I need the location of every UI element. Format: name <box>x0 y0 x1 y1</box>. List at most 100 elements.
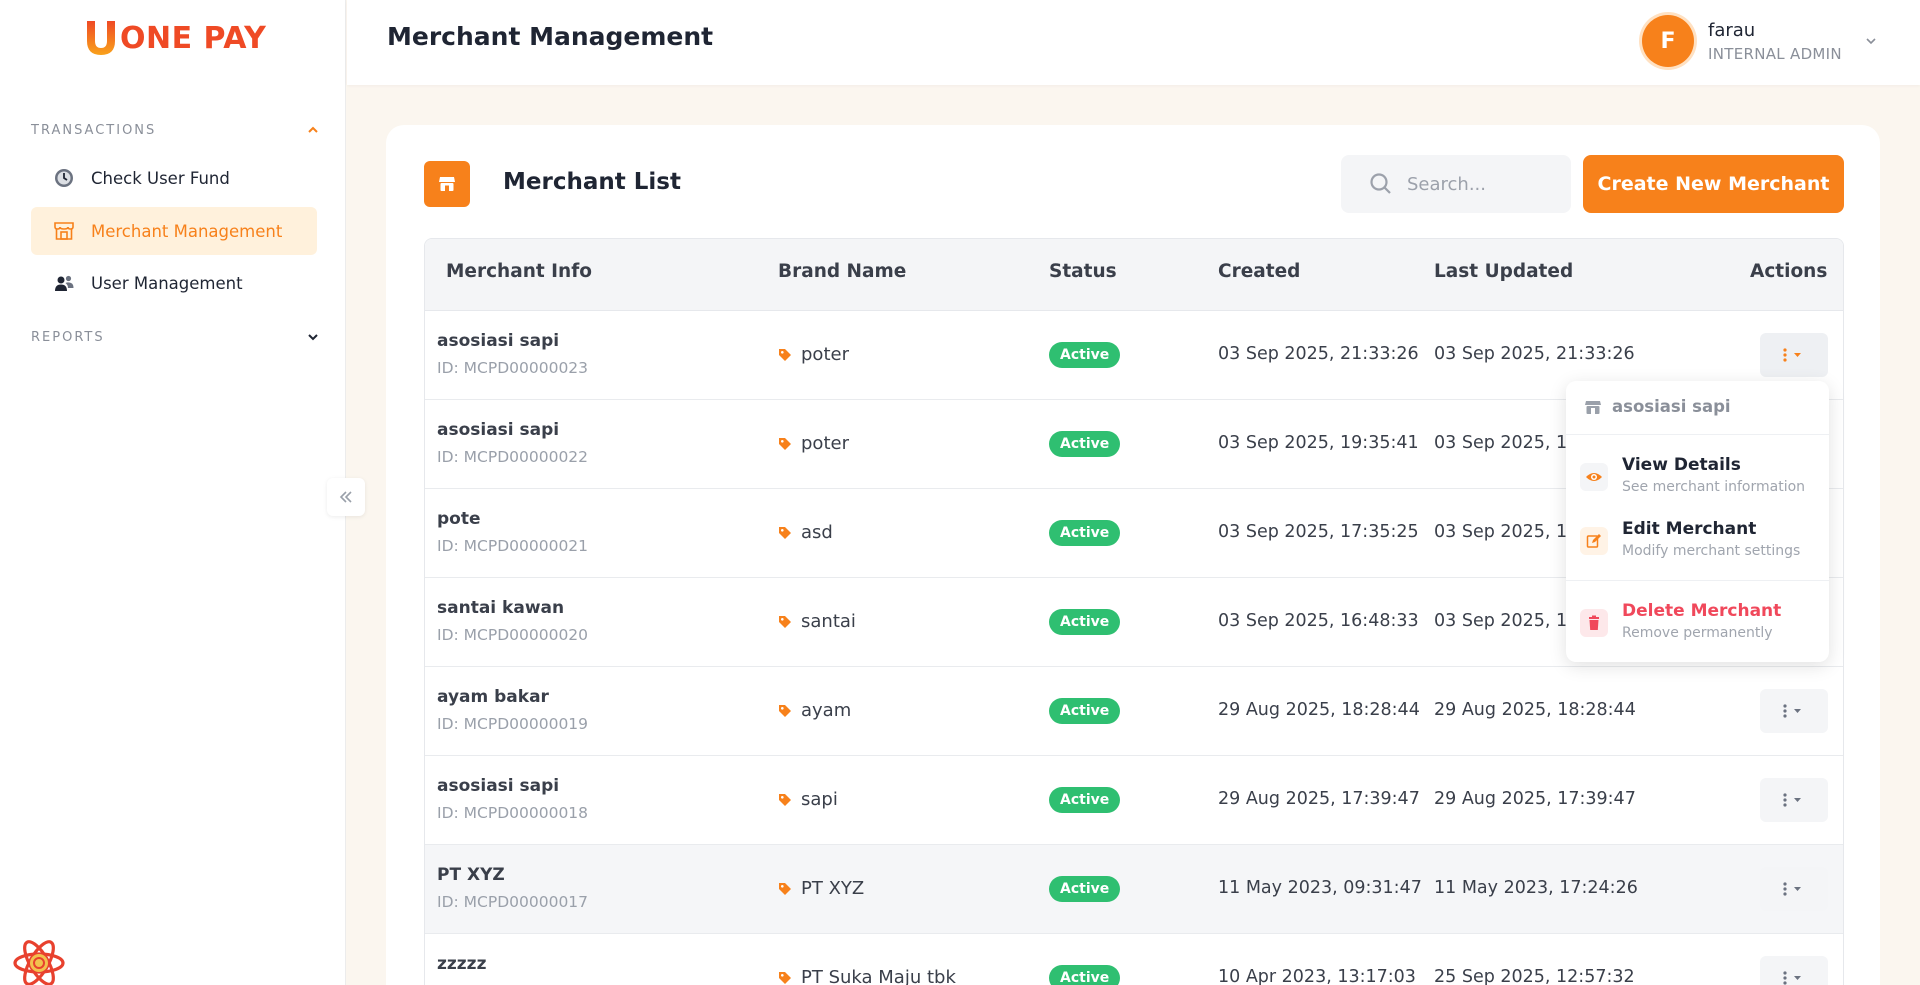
merchant-name: asosiasi sapi <box>437 420 560 440</box>
sidebar-item-merchant-management[interactable]: Merchant Management <box>31 207 317 255</box>
brand-name: sapi <box>801 789 838 810</box>
more-vertical-icon <box>1783 882 1801 896</box>
updated-date: 03 Sep 2025, 21:33:26 <box>1434 344 1635 364</box>
menu-item-label: View Details <box>1622 455 1741 475</box>
section-reports[interactable]: REPORTS <box>31 326 320 348</box>
brand-cell: sapi <box>778 789 838 810</box>
section-title: TRANSACTIONS <box>31 122 157 138</box>
column-header: Status <box>1049 261 1117 282</box>
created-date: 11 May 2023, 09:31:47 <box>1218 878 1422 898</box>
status-badge: Active <box>1049 520 1121 546</box>
card-title: Merchant List <box>503 169 681 195</box>
menu-item-sub: Modify merchant settings <box>1622 543 1801 559</box>
brand-name: asd <box>801 522 833 543</box>
brand-name: PT XYZ <box>801 878 865 899</box>
brand-name: poter <box>801 433 849 454</box>
section-title: REPORTS <box>31 329 105 345</box>
merchant-id: ID: MCPD00000017 <box>437 893 589 911</box>
table-header: Merchant Info Brand Name Status Created … <box>425 239 1843 311</box>
status-badge: Active <box>1049 965 1121 985</box>
created-date: 29 Aug 2025, 18:28:44 <box>1218 700 1420 720</box>
user-role: INTERNAL ADMIN <box>1708 44 1842 63</box>
status-badge: Active <box>1049 431 1121 457</box>
merchant-id: ID: MCPD00000023 <box>437 359 589 377</box>
view-details-menu-item[interactable]: View Details See merchant information <box>1580 451 1816 507</box>
created-date: 03 Sep 2025, 17:35:25 <box>1218 522 1419 542</box>
react-devtools-icon[interactable] <box>12 936 66 985</box>
tag-icon <box>779 882 791 895</box>
created-date: 03 Sep 2025, 19:35:41 <box>1218 433 1419 453</box>
tag-icon <box>779 704 791 717</box>
eye-icon <box>1580 463 1608 491</box>
created-date: 29 Aug 2025, 17:39:47 <box>1218 789 1420 809</box>
logo-u-icon <box>87 21 115 55</box>
brand-name: poter <box>801 344 849 365</box>
edit-icon <box>1580 527 1608 555</box>
delete-merchant-menu-item[interactable]: Delete Merchant Remove permanently <box>1580 597 1816 653</box>
avatar: F <box>1642 15 1694 67</box>
table-row: asosiasi sapi ID: MCPD00000023 poter Active… <box>425 311 1843 400</box>
brand-cell: ayam <box>778 700 851 721</box>
menu-item-sub: See merchant information <box>1622 479 1806 495</box>
search-box[interactable] <box>1341 155 1571 213</box>
sidebar-item-check-user-fund[interactable]: Check User Fund <box>31 154 317 202</box>
actions-dropdown: asosiasi sapi View Details See merchant … <box>1566 381 1829 662</box>
updated-date: 29 Aug 2025, 18:28:44 <box>1434 700 1636 720</box>
column-header: Actions <box>1750 261 1828 282</box>
more-vertical-icon <box>1783 704 1801 718</box>
row-actions-button[interactable] <box>1760 333 1828 377</box>
merchant-id: ID: MCPD00000020 <box>437 626 589 644</box>
onepay-logo[interactable]: ONE PAY <box>84 18 266 58</box>
users-icon <box>53 272 75 294</box>
menu-item-label: Edit Merchant <box>1622 519 1757 539</box>
table-row: asosiasi sapi ID: MCPD00000018 sapi Active 2… <box>425 756 1843 845</box>
merchant-name: asosiasi sapi <box>437 776 560 796</box>
brand-cell: santai <box>778 611 856 632</box>
updated-date: 29 Aug 2025, 17:39:47 <box>1434 789 1636 809</box>
sidebar: ONE PAY TRANSACTIONS Check User Fund Mer… <box>0 0 346 985</box>
tag-icon <box>779 971 791 984</box>
create-new-merchant-button[interactable]: Create New Merchant <box>1583 155 1844 213</box>
merchant-id: ID: MCPD00000018 <box>437 804 589 822</box>
chevron-down-icon <box>308 334 318 341</box>
edit-merchant-menu-item[interactable]: Edit Merchant Modify merchant settings <box>1580 515 1816 571</box>
table-row: zzzzz PT Suka Maju tbk Active 10 Apr 2023, … <box>425 934 1843 985</box>
status-badge: Active <box>1049 876 1121 902</box>
divider <box>1566 434 1829 435</box>
updated-date: 03 Sep 2025, 16: <box>1434 611 1585 631</box>
top-header: Merchant Management F farau INTERNAL ADM… <box>347 0 1920 85</box>
brand-name: ayam <box>801 700 852 721</box>
more-vertical-icon <box>1783 793 1801 807</box>
column-header: Created <box>1218 261 1301 282</box>
clock-icon <box>53 167 75 189</box>
table-row: PT XYZ ID: MCPD00000017 PT XYZ Active 11 May… <box>425 845 1843 934</box>
created-date: 03 Sep 2025, 16:48:33 <box>1218 611 1419 631</box>
status-badge: Active <box>1049 342 1121 368</box>
logo-text: ONE PAY <box>120 20 267 56</box>
tag-icon <box>779 793 791 806</box>
sidebar-item-label: Check User Fund <box>91 168 230 188</box>
row-actions-button[interactable] <box>1760 778 1828 822</box>
merchant-id: ID: MCPD00000022 <box>437 448 589 466</box>
menu-item-label: Delete Merchant <box>1622 601 1782 621</box>
merchant-id: ID: MCPD00000021 <box>437 537 589 555</box>
row-actions-button[interactable] <box>1760 956 1828 985</box>
collapse-sidebar-button[interactable] <box>327 478 365 516</box>
search-icon <box>1370 173 1391 194</box>
row-actions-button[interactable] <box>1760 867 1828 911</box>
user-menu[interactable]: F farau INTERNAL ADMIN <box>1642 15 1878 67</box>
sidebar-item-user-management[interactable]: User Management <box>31 259 317 307</box>
row-actions-button[interactable] <box>1760 689 1828 733</box>
tag-icon <box>779 615 791 628</box>
chevron-down-icon <box>1866 38 1876 45</box>
column-header: Merchant Info <box>446 261 592 282</box>
more-vertical-icon <box>1783 348 1801 362</box>
page-title: Merchant Management <box>387 22 714 51</box>
tag-icon <box>779 437 791 450</box>
section-transactions[interactable]: TRANSACTIONS <box>31 119 320 141</box>
table-body: asosiasi sapi ID: MCPD00000023 poter Active… <box>425 311 1843 985</box>
column-header: Last Updated <box>1434 261 1574 282</box>
brand-cell: PT XYZ <box>778 878 864 899</box>
search-input[interactable] <box>1407 173 1557 195</box>
dropdown-header: asosiasi sapi <box>1584 397 1731 416</box>
